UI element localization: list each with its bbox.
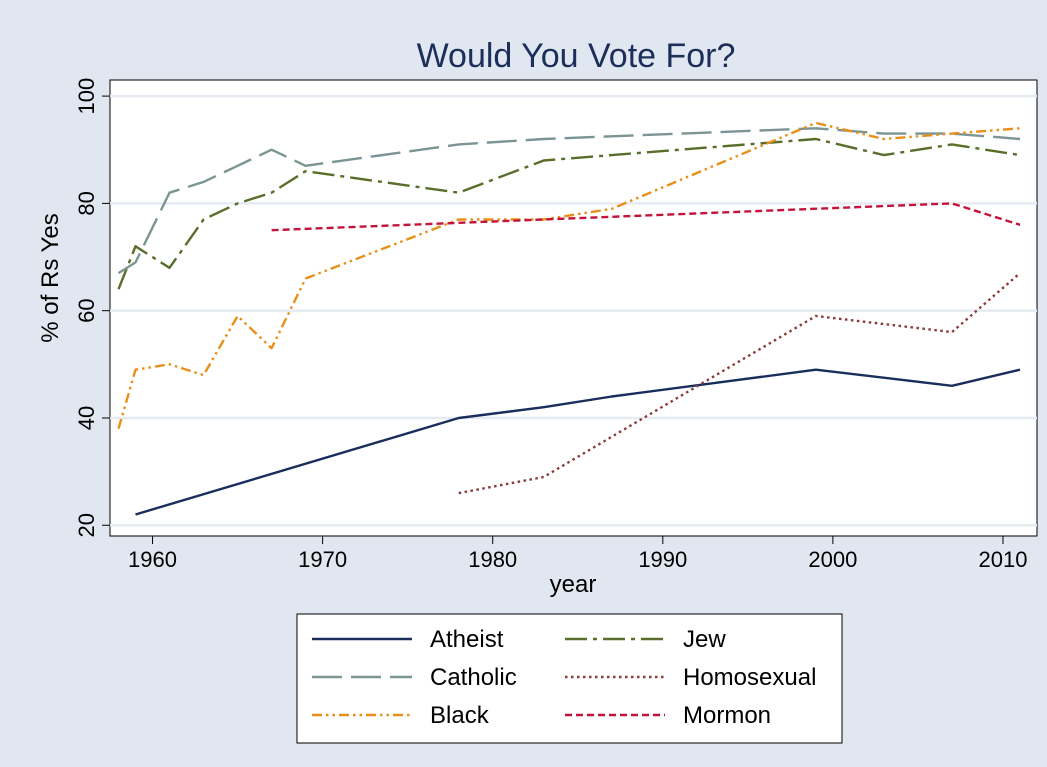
series-lines: [117, 121, 1021, 516]
series-line-homosexual: [458, 272, 1021, 495]
y-tick-label: 40: [74, 406, 99, 430]
series-line-jew: [117, 137, 1021, 290]
axes: 20 40 60 80 100 1960 1970 1980 1990 2000 2010: [74, 78, 1027, 572]
legend-label-mormon: Mormon: [683, 702, 771, 729]
x-tick-label: 1960: [128, 547, 177, 572]
legend-label-atheist: Atheist: [430, 626, 504, 653]
series-line-atheist: [135, 368, 1021, 516]
legend-label-homosexual: Homosexual: [683, 664, 816, 691]
x-axis-title: year: [550, 571, 597, 598]
legend: Atheist Jew Catholic Homosexual Black Mormon: [296, 613, 843, 744]
x-tick-label: 1970: [298, 547, 347, 572]
y-tick-label: 60: [74, 298, 99, 322]
y-axis-title: % of Rs Yes: [37, 213, 64, 342]
x-tick-label: 2010: [979, 547, 1028, 572]
y-tick-label: 100: [74, 78, 99, 115]
x-tick-label: 2000: [808, 547, 857, 572]
y-tick-label: 20: [74, 513, 99, 537]
y-tick-label: 80: [74, 191, 99, 215]
series-line-mormon: [271, 202, 1021, 232]
x-tick-label: 1980: [468, 547, 517, 572]
x-tick-label: 1990: [638, 547, 687, 572]
legend-box: [296, 613, 843, 744]
series-line-black: [117, 121, 1021, 430]
series-line-catholic: [117, 127, 1021, 275]
legend-label-black: Black: [430, 702, 490, 729]
grid: [110, 94, 1037, 527]
legend-label-jew: Jew: [683, 626, 726, 653]
plot-area: [109, 79, 1038, 537]
chart-title: Would You Vote For?: [417, 37, 736, 75]
legend-label-catholic: Catholic: [430, 664, 517, 691]
